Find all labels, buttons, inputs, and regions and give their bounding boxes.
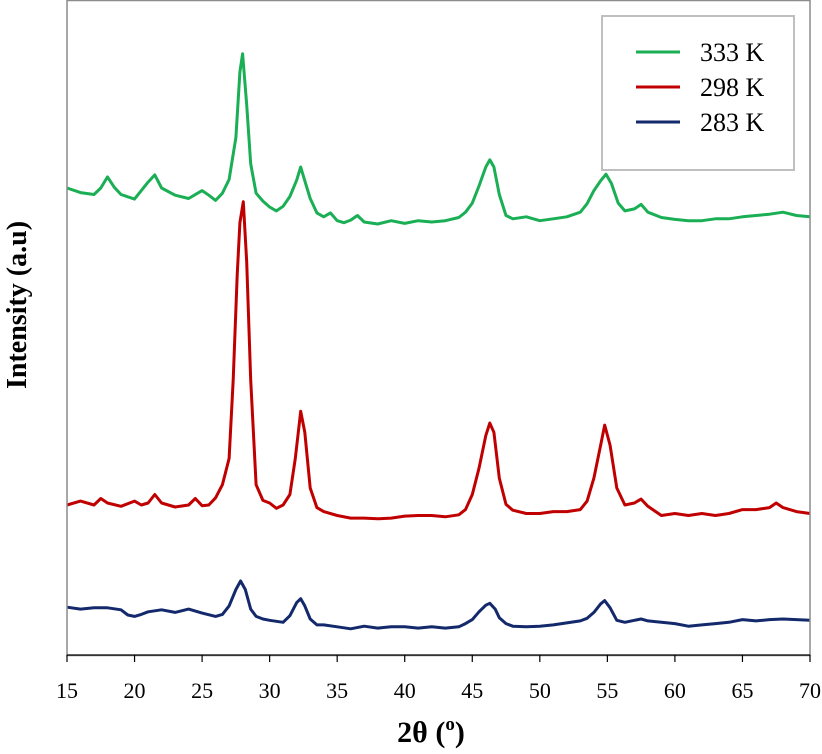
x-tick-label: 45 [461, 678, 483, 703]
x-tick-label: 35 [326, 678, 348, 703]
x-tick-label: 20 [124, 678, 146, 703]
legend-box [601, 15, 795, 171]
series-line-283-k [66, 579, 811, 631]
series-layer [66, 52, 811, 631]
series-line-333-k [66, 52, 811, 226]
x-tick-label: 55 [596, 678, 618, 703]
x-tick-label: 70 [799, 678, 821, 703]
legend-label: 298 K [700, 73, 765, 102]
x-tick-label: 25 [191, 678, 213, 703]
x-tick-label: 65 [731, 678, 753, 703]
series-line-298-k [66, 200, 811, 521]
x-tick-label: 60 [664, 678, 686, 703]
legend-label: 283 K [700, 108, 765, 137]
legend-items: 333 K 298 K 283 K [636, 38, 765, 137]
x-axis-ticks: 15 20 25 30 35 40 45 50 55 60 65 70 [56, 655, 821, 703]
x-axis-title: 2θ (o) [397, 714, 465, 749]
legend-label: 333 K [700, 38, 765, 67]
x-tick-label: 30 [259, 678, 281, 703]
y-axis-title: Intensity (a.u) [2, 221, 33, 389]
x-tick-label: 40 [394, 678, 416, 703]
legend: 333 K 298 K 283 K [601, 15, 795, 171]
x-tick-label: 50 [529, 678, 551, 703]
x-tick-label: 15 [56, 678, 78, 703]
